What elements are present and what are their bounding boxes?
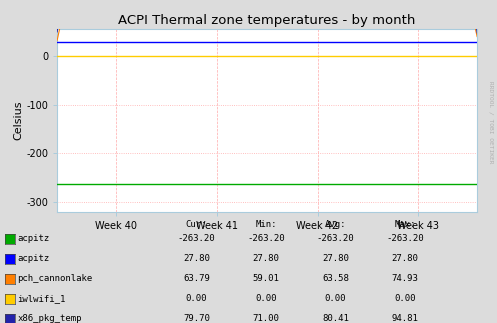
Title: ACPI Thermal zone temperatures - by month: ACPI Thermal zone temperatures - by mont… [118,14,416,26]
Text: Avg:: Avg: [325,220,346,229]
Text: 0.00: 0.00 [185,294,207,303]
Text: x86_pkg_temp: x86_pkg_temp [17,314,82,323]
Text: 0.00: 0.00 [325,294,346,303]
Text: 94.81: 94.81 [392,314,418,323]
Text: 59.01: 59.01 [252,274,279,283]
Text: pch_cannonlake: pch_cannonlake [17,274,92,283]
Text: -263.20: -263.20 [317,234,354,243]
Text: Cur:: Cur: [185,220,207,229]
Text: 71.00: 71.00 [252,314,279,323]
Text: 74.93: 74.93 [392,274,418,283]
Text: 27.80: 27.80 [322,254,349,263]
Text: -263.20: -263.20 [177,234,215,243]
Text: Max:: Max: [394,220,416,229]
Text: RRDTOOL / TOBI OETIKER: RRDTOOL / TOBI OETIKER [488,81,493,164]
Text: -263.20: -263.20 [386,234,424,243]
Text: acpitz: acpitz [17,254,50,263]
Text: 27.80: 27.80 [252,254,279,263]
Text: 27.80: 27.80 [392,254,418,263]
Text: acpitz: acpitz [17,234,50,243]
Text: 80.41: 80.41 [322,314,349,323]
Text: 79.70: 79.70 [183,314,210,323]
Text: iwlwifi_1: iwlwifi_1 [17,294,66,303]
Text: Min:: Min: [255,220,277,229]
Text: 63.58: 63.58 [322,274,349,283]
Y-axis label: Celsius: Celsius [13,100,23,140]
Text: 27.80: 27.80 [183,254,210,263]
Text: 63.79: 63.79 [183,274,210,283]
Text: -263.20: -263.20 [247,234,285,243]
Text: 0.00: 0.00 [255,294,277,303]
Text: 0.00: 0.00 [394,294,416,303]
